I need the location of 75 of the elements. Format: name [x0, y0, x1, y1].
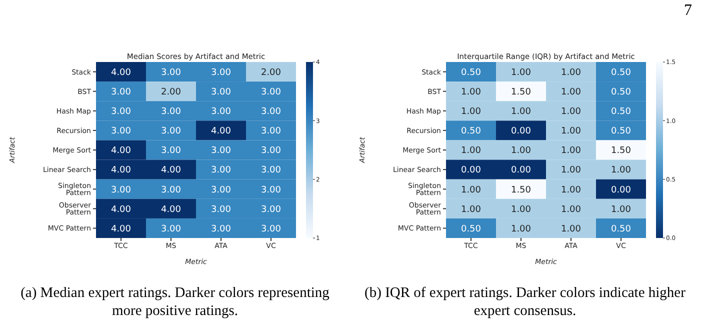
- data-label: 3.00: [260, 126, 282, 137]
- data-label: 0.50: [610, 126, 632, 137]
- data-label: 1.00: [610, 166, 632, 176]
- data-label: 1.00: [460, 107, 482, 118]
- data-label: 2.00: [160, 87, 182, 98]
- data-label: 0.50: [460, 224, 482, 234]
- data-label: 4.00: [110, 204, 132, 215]
- data-label: 1.00: [460, 146, 482, 156]
- data-label: 3.00: [210, 204, 232, 215]
- data-label: 4.00: [110, 146, 132, 156]
- data-label: 3.00: [160, 224, 182, 234]
- data-label: 1.00: [460, 204, 482, 215]
- data-label: 3.00: [210, 68, 232, 78]
- data-label: 3.00: [260, 166, 282, 176]
- data-label: 3.00: [260, 204, 282, 215]
- data-label: 0.00: [460, 166, 482, 176]
- data-label: 1.00: [510, 224, 532, 234]
- data-label: 0.50: [610, 107, 632, 118]
- data-label: 1.00: [560, 107, 582, 118]
- data-label: 1.00: [560, 185, 582, 196]
- data-label: 1.00: [460, 185, 482, 196]
- data-label: 1.00: [560, 68, 582, 78]
- data-label: 2.00: [260, 68, 282, 78]
- data-label: 0.50: [610, 87, 632, 98]
- text: (a) Median expert ratings. Darker colors representing more positive ratings.: [20, 284, 330, 320]
- data-label: 3.00: [110, 107, 132, 118]
- data-label: 1.50: [610, 146, 632, 156]
- data-label: 1.50: [510, 185, 532, 196]
- data-label: 3.00: [110, 87, 132, 98]
- data-label: 0.00: [610, 185, 632, 196]
- data-label: 1.00: [560, 224, 582, 234]
- data-label: 4.00: [210, 126, 232, 137]
- data-label: 3.00: [210, 146, 232, 156]
- data-label: 3.00: [210, 166, 232, 176]
- data-label: 3.00: [260, 224, 282, 234]
- data-label: 3.00: [160, 185, 182, 196]
- data-label: 1.00: [510, 68, 532, 78]
- data-label: 3.00: [260, 107, 282, 118]
- text: (b) IQR of expert ratings. Darker colors indicate higher expert consensus.: [364, 284, 686, 320]
- data-label: 3.00: [160, 107, 182, 118]
- data-label: 3.00: [160, 68, 182, 78]
- data-label: 3.00: [210, 224, 232, 234]
- data-label: 0.00: [510, 166, 532, 176]
- data-label: 1.00: [610, 204, 632, 215]
- data-label: 1.00: [510, 146, 532, 156]
- text: 7: [684, 2, 692, 20]
- data-label: 0.00: [510, 126, 532, 137]
- data-label: 1.00: [510, 107, 532, 118]
- data-label: 1.00: [560, 204, 582, 215]
- data-label: 4.00: [160, 204, 182, 215]
- data-label: 0.50: [610, 68, 632, 78]
- data-label: 3.00: [210, 87, 232, 98]
- data-label: 0.50: [460, 68, 482, 78]
- data-label: 3.00: [160, 146, 182, 156]
- data-label: 4.00: [110, 166, 132, 176]
- data-label: 4.00: [160, 166, 182, 176]
- data-label: 3.00: [160, 126, 182, 137]
- data-label: 1.00: [560, 146, 582, 156]
- data-label: 3.00: [260, 185, 282, 196]
- data-label: 3.00: [260, 87, 282, 98]
- data-label: 1.00: [510, 204, 532, 215]
- data-label: 1.00: [560, 166, 582, 176]
- data-label: 3.00: [110, 185, 132, 196]
- data-label: 3.00: [260, 146, 282, 156]
- data-label: 4.00: [110, 224, 132, 234]
- data-label: 0.50: [610, 224, 632, 234]
- data-label: 3.00: [210, 107, 232, 118]
- data-label: 1.50: [510, 87, 532, 98]
- data-label: 4.00: [110, 68, 132, 78]
- data-label: 1.00: [560, 126, 582, 137]
- data-label: 3.00: [210, 185, 232, 196]
- data-label: 3.00: [110, 126, 132, 137]
- data-label: 1.00: [460, 87, 482, 98]
- data-label: 1.00: [560, 87, 582, 98]
- data-label: 0.50: [460, 126, 482, 137]
